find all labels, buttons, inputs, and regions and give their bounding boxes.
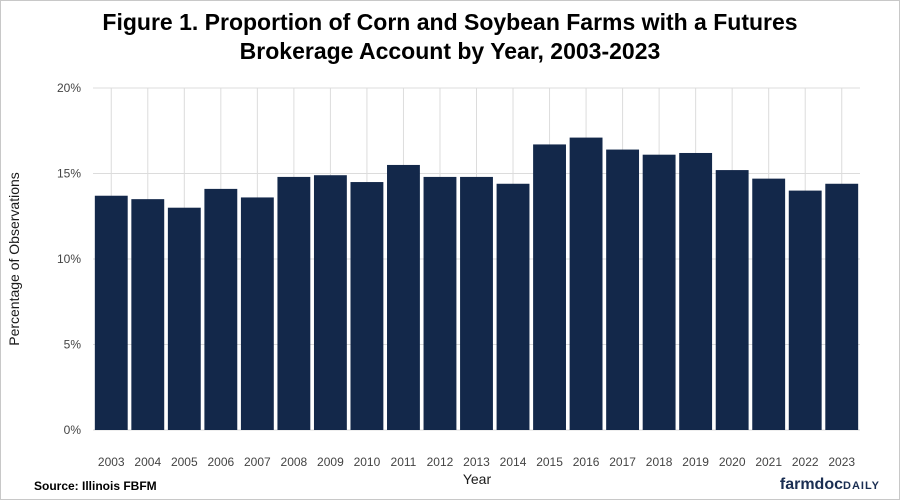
bar-layer bbox=[94, 137, 859, 431]
x-tick-label: 2007 bbox=[244, 455, 271, 469]
x-tick-label: 2009 bbox=[317, 455, 344, 469]
x-tick-label: 2015 bbox=[536, 455, 563, 469]
bar-2009 bbox=[313, 175, 347, 430]
y-tick-label: 5% bbox=[64, 338, 82, 352]
x-tick-label: 2018 bbox=[646, 455, 673, 469]
brand-name-suffix: DAILY bbox=[843, 480, 880, 492]
x-tick-label: 2013 bbox=[463, 455, 490, 469]
y-tick-label: 0% bbox=[64, 423, 82, 437]
x-tick-label: 2014 bbox=[500, 455, 527, 469]
bar-2010 bbox=[350, 182, 384, 430]
bar-2014 bbox=[496, 183, 530, 430]
bar-2022 bbox=[788, 190, 822, 430]
chart-title-line-2: Brokerage Account by Year, 2003-2023 bbox=[239, 38, 661, 64]
x-tick-label: 2022 bbox=[792, 455, 819, 469]
y-tick-label: 10% bbox=[57, 252, 81, 266]
x-tick-label: 2016 bbox=[573, 455, 600, 469]
chart-title: Figure 1. Proportion of Corn and Soybean… bbox=[0, 8, 900, 66]
x-tick-label: 2008 bbox=[281, 455, 308, 469]
bar-2020 bbox=[715, 170, 749, 430]
bar-2023 bbox=[825, 183, 859, 430]
bar-2004 bbox=[131, 199, 165, 430]
x-tick-label: 2005 bbox=[171, 455, 198, 469]
bar-2005 bbox=[167, 207, 201, 430]
x-tick-label: 2019 bbox=[682, 455, 709, 469]
x-tick-layer: 2003 2004 2005 2006 2007 2008 2009 2010 2011 2012… bbox=[98, 455, 855, 469]
x-tick-label: 2012 bbox=[427, 455, 454, 469]
brand-name: farmdoc bbox=[779, 476, 843, 493]
y-tick-layer: 0% 5% 10% 15% 20% bbox=[57, 81, 81, 437]
bar-2012 bbox=[423, 176, 457, 430]
bar-2006 bbox=[204, 188, 238, 430]
x-tick-label: 2017 bbox=[609, 455, 636, 469]
bar-2003 bbox=[94, 195, 128, 430]
source-note: Source: Illinois FBFM bbox=[34, 479, 157, 493]
bar-2015 bbox=[533, 144, 566, 430]
x-axis-label: Year bbox=[463, 471, 492, 487]
x-tick-label: 2020 bbox=[719, 455, 746, 469]
x-tick-label: 2023 bbox=[828, 455, 855, 469]
x-tick-label: 2011 bbox=[391, 455, 417, 469]
x-tick-label: 2006 bbox=[207, 455, 234, 469]
bar-2019 bbox=[679, 152, 713, 431]
y-axis-label: Percentage of Observations bbox=[6, 172, 22, 346]
brand-logo: farmdocDAILY bbox=[780, 476, 880, 494]
y-tick-label: 20% bbox=[57, 81, 81, 95]
x-tick-label: 2010 bbox=[354, 455, 381, 469]
bar-2011 bbox=[387, 164, 420, 430]
chart-title-line-1: Figure 1. Proportion of Corn and Soybean… bbox=[102, 9, 798, 35]
x-tick-label: 2021 bbox=[755, 455, 782, 469]
bar-2016 bbox=[569, 137, 603, 430]
bar-2021 bbox=[752, 178, 786, 430]
bar-2008 bbox=[277, 176, 311, 430]
x-tick-label: 2004 bbox=[134, 455, 161, 469]
bar-2013 bbox=[460, 176, 493, 430]
bar-2017 bbox=[606, 149, 640, 430]
y-tick-label: 15% bbox=[57, 167, 81, 181]
bar-2007 bbox=[240, 197, 274, 430]
x-tick-label: 2003 bbox=[98, 455, 125, 469]
bar-2018 bbox=[642, 154, 676, 430]
